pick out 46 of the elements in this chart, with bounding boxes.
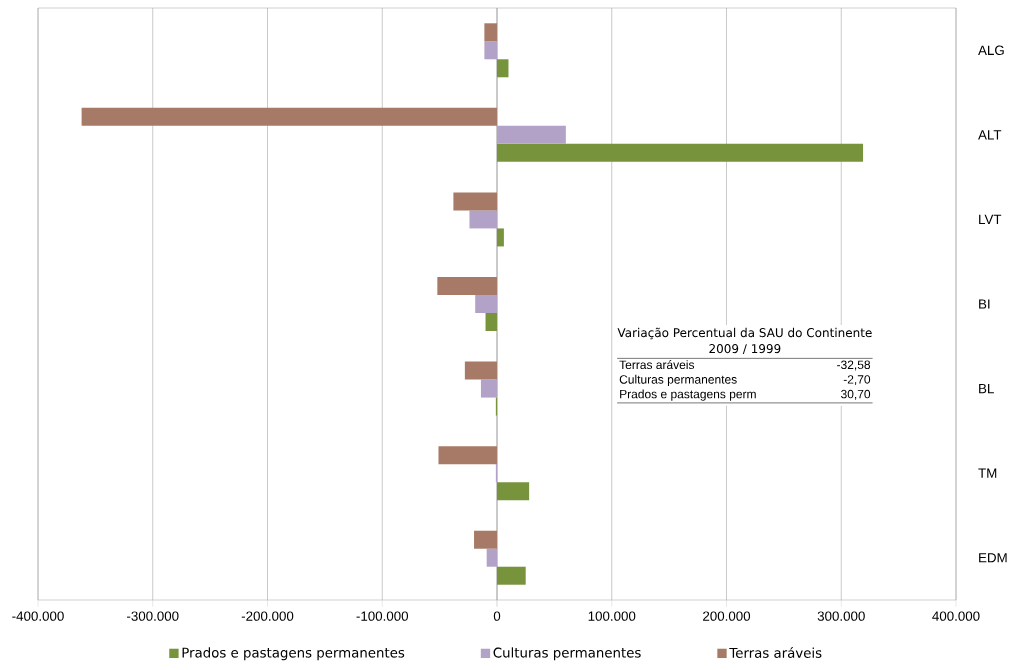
legend-label: Culturas permanentes bbox=[493, 647, 641, 661]
bar bbox=[497, 143, 864, 162]
y-tick-label: EDM bbox=[979, 553, 1007, 563]
x-tick-label: 400.000 bbox=[932, 611, 980, 621]
x-tick-label: 0 bbox=[493, 611, 501, 621]
bar bbox=[497, 482, 530, 501]
bar bbox=[464, 361, 497, 380]
annotation: Prados e pastagens perm bbox=[620, 389, 756, 401]
annotation: Culturas permanentes bbox=[619, 374, 737, 387]
legend-label: Prados e pastagens permanentes bbox=[182, 647, 405, 661]
bar bbox=[474, 530, 497, 549]
legend-label: Terras aráveis bbox=[729, 647, 822, 658]
bar bbox=[437, 277, 497, 295]
x-tick-label: -100.000 bbox=[356, 611, 409, 621]
bar bbox=[497, 566, 526, 585]
bar bbox=[469, 210, 497, 229]
annotation: 30,70 bbox=[841, 389, 871, 400]
x-tick-label: 300.000 bbox=[817, 611, 865, 621]
y-tick-label: BI bbox=[979, 299, 990, 309]
annotation: -2,70 bbox=[843, 375, 871, 386]
y-tick-label: BL bbox=[979, 383, 994, 394]
bar bbox=[485, 313, 497, 331]
bar bbox=[438, 446, 497, 465]
x-tick-label: -200.000 bbox=[241, 611, 294, 621]
x-tick-label: 100.000 bbox=[588, 611, 636, 621]
bar bbox=[497, 125, 566, 144]
bar bbox=[497, 59, 509, 78]
bar bbox=[81, 107, 497, 126]
bar bbox=[486, 548, 497, 567]
annotation: 2009 / 1999 bbox=[709, 344, 781, 355]
x-tick-label: -400.000 bbox=[12, 611, 64, 621]
y-tick-label: ALG bbox=[978, 45, 1004, 56]
y-tick-label: ALT bbox=[978, 130, 1002, 140]
bar bbox=[480, 379, 497, 398]
annotation: Terras aráveis bbox=[619, 360, 695, 370]
annotation: Variação Percentual da SAU do Continente bbox=[617, 327, 872, 340]
x-tick-label: -300.000 bbox=[127, 611, 179, 621]
x-tick-label: 200.000 bbox=[703, 611, 751, 621]
annotation: -32,58 bbox=[837, 360, 871, 371]
y-tick-label: TM bbox=[978, 468, 997, 478]
y-tick-label: LVT bbox=[979, 214, 1002, 225]
bar bbox=[484, 23, 497, 42]
bar bbox=[497, 228, 504, 247]
bar bbox=[475, 295, 497, 313]
bar bbox=[484, 41, 497, 60]
bar bbox=[453, 192, 497, 211]
